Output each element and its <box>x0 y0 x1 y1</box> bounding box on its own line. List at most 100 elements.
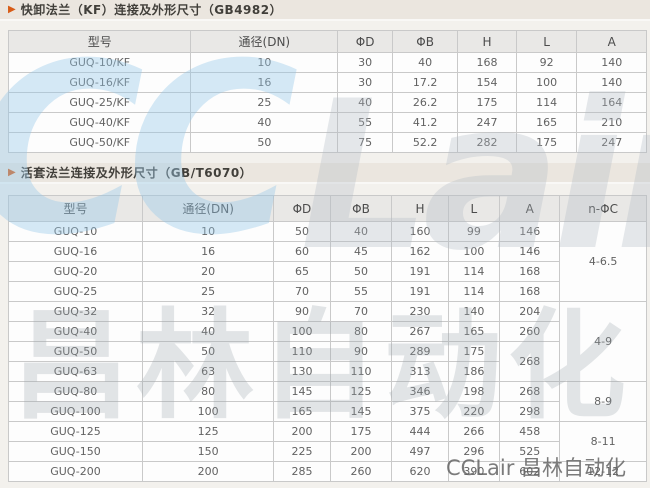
table-cell: 32 <box>141 301 275 322</box>
column-header: H <box>391 195 449 222</box>
table-cell: 200 <box>273 421 331 442</box>
table-cell: GUQ-40 <box>8 321 143 342</box>
table-cell: 110 <box>329 361 393 382</box>
table-cell: 40 <box>392 52 459 73</box>
table-cell: 146 <box>499 221 561 242</box>
table-row: GUQ-150 150 225 200 497 296 525 <box>8 441 647 462</box>
table-cell: 164 <box>576 92 647 113</box>
table-cell: 100 <box>515 72 578 93</box>
table-cell: 140 <box>447 301 501 322</box>
column-header: ΦD <box>337 30 394 53</box>
table-cell: 50 <box>190 132 339 153</box>
table-cell: GUQ-150 <box>8 441 143 462</box>
arrow-icon: ▶ <box>8 3 16 15</box>
table-cell: 90 <box>273 301 331 322</box>
table-cell: 198 <box>447 381 501 402</box>
column-header: L <box>447 195 501 222</box>
table-cell: GUQ-200 <box>8 461 143 482</box>
table-cell: 26.2 <box>392 92 459 113</box>
table-cell: 444 <box>391 421 449 442</box>
table-cell: 125 <box>329 381 393 402</box>
table-cell: 146 <box>499 241 561 262</box>
column-header: 通径(DN) <box>141 195 275 222</box>
header-row: 型号 通径(DN) ΦD ΦB H L A <box>7 30 647 53</box>
column-header: A <box>499 195 561 222</box>
table-cell: 80 <box>141 381 275 402</box>
table-cell: 620 <box>391 461 449 482</box>
table-cell: 267 <box>391 321 449 342</box>
column-header: H <box>457 30 517 53</box>
table-cell: 168 <box>457 52 517 73</box>
table-cell: 497 <box>391 441 449 462</box>
table-cell: 50 <box>329 261 393 282</box>
column-header: L <box>515 30 578 53</box>
table-cell: 80 <box>329 321 393 342</box>
table-row: GUQ-200 200 285 260 620 390 602 12-12 <box>8 461 647 482</box>
table-cell: 165 <box>273 401 331 422</box>
table-cell: 150 <box>141 441 275 462</box>
table-cell: 525 <box>499 441 561 462</box>
table-cell: 204 <box>499 301 561 322</box>
table-row: GUQ-50/KF 50 75 52.2 282 175 247 <box>7 132 647 153</box>
table-cell: 125 <box>141 421 275 442</box>
section-title: 活套法兰连接及外形尺寸（GB/T6070） <box>20 166 253 180</box>
table-cell: 10 <box>141 221 275 242</box>
table-cell: GUQ-100 <box>8 401 143 422</box>
table-cell: 191 <box>391 261 449 282</box>
table-row: GUQ-40 40 100 80 267 165 260 <box>8 321 647 342</box>
column-header: ΦD <box>273 195 331 222</box>
table-row: GUQ-32 32 90 70 230 140 204 4-9 <box>8 301 647 382</box>
table-cell: 230 <box>391 301 449 322</box>
table-cell: GUQ-25/KF <box>7 92 192 113</box>
table-row: GUQ-16 16 60 45 162 100 146 <box>8 241 647 262</box>
table-cell: 40 <box>337 92 394 113</box>
table-cell: 145 <box>329 401 393 422</box>
table-cell: 70 <box>329 301 393 322</box>
section-header-loose-flange: ▶ 活套法兰连接及外形尺寸（GB/T6070） <box>0 163 650 184</box>
table-cell: GUQ-20 <box>8 261 143 282</box>
table-cell: 25 <box>141 281 275 302</box>
table-cell: 63 <box>141 361 275 382</box>
table-cell: GUQ-10 <box>8 221 143 242</box>
table-cell: 50 <box>141 341 275 362</box>
table-cell: 17.2 <box>392 72 459 93</box>
table-cell: 168 <box>499 261 561 282</box>
column-header: ΦB <box>392 30 459 53</box>
table-row: GUQ-40/KF 40 55 41.2 247 165 210 <box>7 112 647 133</box>
table-cell: 298 <box>499 401 561 422</box>
table-cell: 289 <box>391 341 449 362</box>
table-cell: GUQ-50/KF <box>7 132 192 153</box>
table-cell: 25 <box>190 92 339 113</box>
table-row: GUQ-25/KF 25 40 26.2 175 114 164 <box>7 92 647 113</box>
table-cell: 154 <box>457 72 517 93</box>
column-header: A <box>576 30 647 53</box>
table-cell: 200 <box>141 461 275 482</box>
table-cell: 282 <box>457 132 517 153</box>
table-cell: 260 <box>329 461 393 482</box>
table-row: GUQ-125 125 200 175 444 266 458 8-11 <box>8 421 647 462</box>
table-cell: 12-12 <box>559 461 647 482</box>
arrow-icon: ▶ <box>8 166 16 178</box>
table-cell: 140 <box>576 72 647 93</box>
table-row: GUQ-80 80 145 125 346 198 268 8-9 <box>8 381 647 422</box>
table-cell: 165 <box>515 112 578 133</box>
table-cell: 10 <box>190 52 339 73</box>
table-cell: 285 <box>273 461 331 482</box>
table-cell: 60 <box>273 241 331 262</box>
table-cell: 55 <box>329 281 393 302</box>
table-cell: 130 <box>273 361 331 382</box>
table-cell: 8-11 <box>559 421 647 462</box>
table-cell: GUQ-16/KF <box>7 72 192 93</box>
table-cell: 55 <box>337 112 394 133</box>
table-cell: 268 <box>499 381 561 402</box>
table-cell: 165 <box>447 321 501 342</box>
table-cell: 114 <box>447 281 501 302</box>
table-cell: 247 <box>576 132 647 153</box>
table-cell: GUQ-40/KF <box>7 112 192 133</box>
table-row: GUQ-50 50 110 90 289 175 268 <box>8 341 647 382</box>
table-cell: 8-9 <box>559 381 647 422</box>
table-cell: 168 <box>499 281 561 302</box>
